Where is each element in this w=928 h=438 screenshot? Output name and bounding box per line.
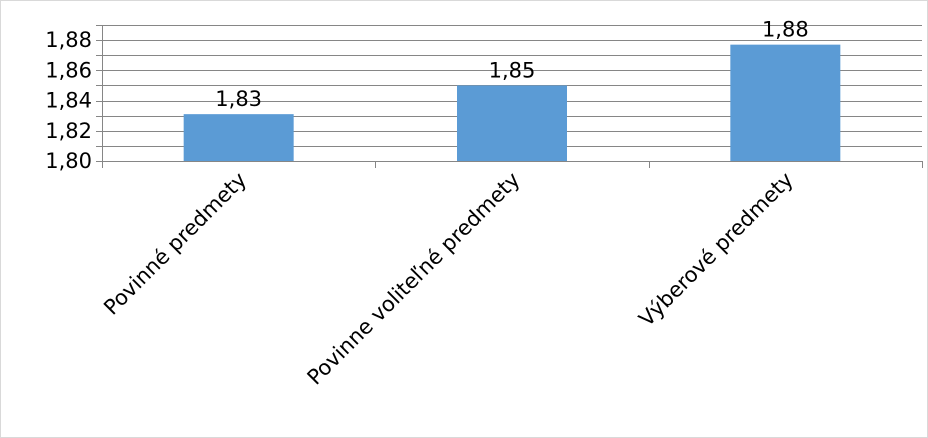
y-tick-label: 1,86 <box>45 58 92 82</box>
y-tick-label: 1,80 <box>45 149 92 173</box>
axes <box>96 25 923 168</box>
y-tick-label: 1,82 <box>45 119 92 143</box>
x-tick-label: Povinné predmety <box>99 168 251 320</box>
bars <box>183 44 841 162</box>
data-label: 1,83 <box>215 87 262 111</box>
labels: 1,80 1,82 1,84 1,86 1,88 1,83 Povinné predmety… <box>45 18 808 390</box>
data-label: 1,85 <box>489 58 536 82</box>
x-tick-label: Výberové predmety <box>634 168 798 332</box>
bar <box>457 85 567 161</box>
bar <box>183 114 294 161</box>
y-tick-label: 1,84 <box>45 89 92 113</box>
bar <box>730 44 841 162</box>
x-tick-label: Povinne voliteľné predmety <box>303 168 525 390</box>
data-label: 1,88 <box>762 18 809 42</box>
y-tick-label: 1,88 <box>45 28 92 52</box>
